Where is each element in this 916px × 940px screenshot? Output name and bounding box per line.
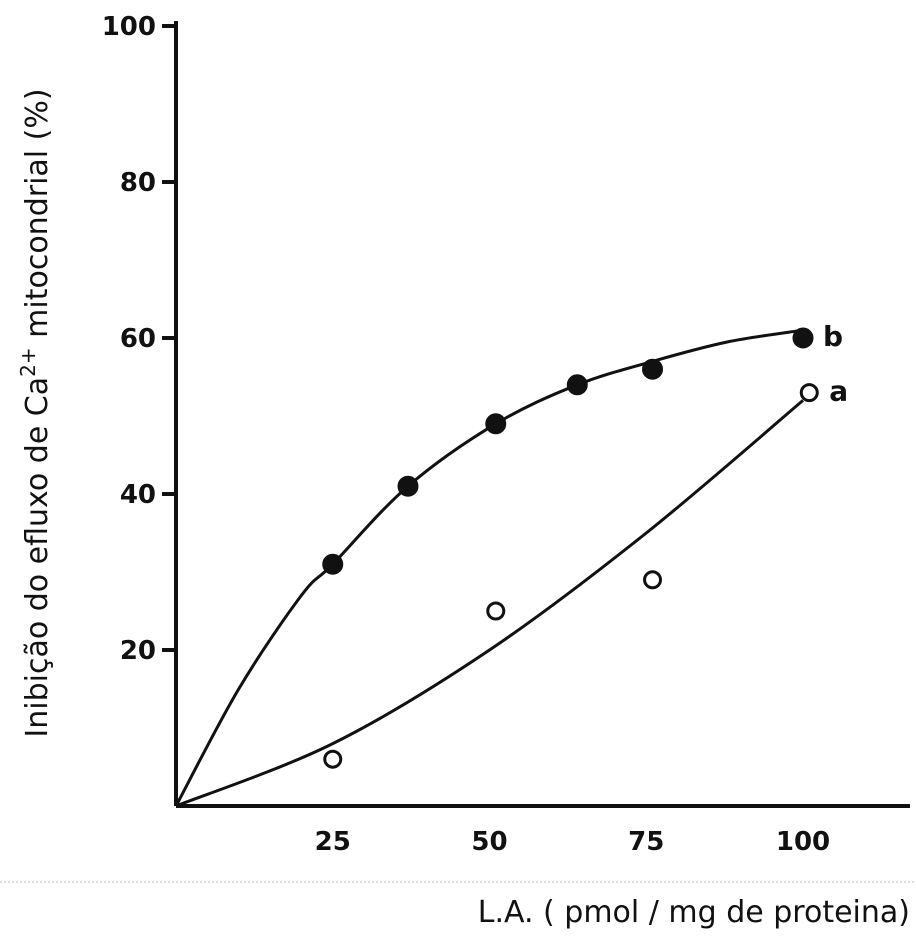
series-a-point [323,749,343,769]
y-tick-label: 80 [120,168,156,198]
x-tick-label: 75 [628,827,664,857]
axes [174,21,910,808]
series-a-curve [175,399,804,808]
series-b-point [485,413,507,435]
series-b-label: b [823,320,843,353]
series-b-point [566,374,588,396]
curves [174,328,804,808]
series-b-curve [174,328,804,807]
y-tick-label: 60 [120,324,156,354]
series-b-point [792,327,814,349]
ticks: 20 40 60 80 100 25 50 75 100 [102,12,830,857]
x-tick-label: 50 [471,827,507,857]
series-a-point [643,570,663,590]
y-axis-title: Inibição do efluxo de Ca2+ mitocondrial … [16,88,55,737]
y-tick-label: 20 [120,636,156,666]
x-axis-title: L.A. ( pmol / mg de proteina) [478,895,910,930]
x-tick-label: 25 [315,827,351,857]
y-tick-label: 40 [120,480,156,510]
series-a-label: a [829,375,848,408]
series-b-point [642,358,664,380]
series-a-point [799,383,819,403]
series-b-point [397,475,419,497]
points [322,327,819,769]
y-tick-label: 100 [102,12,156,42]
x-tick-label: 100 [776,827,830,857]
series-a-point [486,601,506,621]
series-tags: ba [823,320,848,408]
series-b-point [322,553,344,575]
